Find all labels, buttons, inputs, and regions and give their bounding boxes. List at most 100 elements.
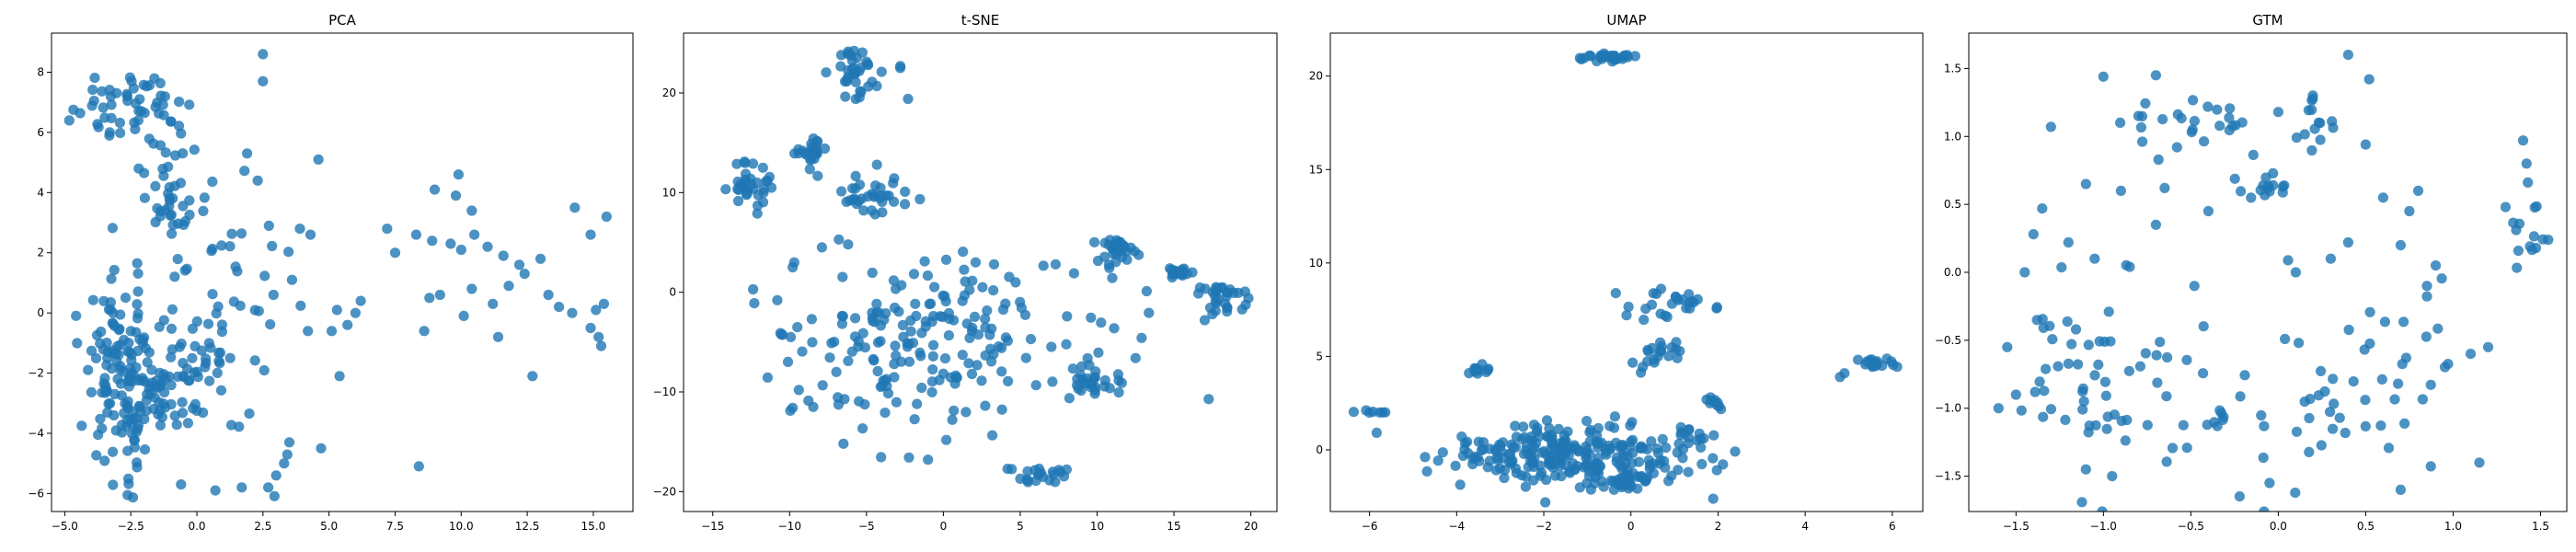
tsne-point [996, 342, 1007, 353]
gtm-point [2377, 192, 2388, 203]
tsne-point [924, 299, 935, 310]
tsne-point [1067, 363, 1078, 374]
umap-point [1622, 50, 1633, 61]
gtm-point [2443, 359, 2454, 370]
pca-axes-frame [51, 32, 634, 512]
umap-point [1610, 288, 1621, 299]
tsne-point [797, 346, 808, 357]
tsne-point [1082, 373, 1093, 384]
tsne-point [883, 190, 894, 201]
tsne-point [1046, 341, 1057, 352]
umap-x-tick-label: −4 [1448, 520, 1465, 533]
tsne-point [1072, 380, 1083, 391]
umap-point [1730, 446, 1741, 457]
tsne-point [745, 178, 757, 190]
pca-point [104, 127, 115, 138]
pca-point [112, 340, 123, 351]
umap-point [1677, 453, 1688, 464]
tsne-point [890, 340, 901, 351]
tsne-point [867, 189, 878, 200]
pca-point [200, 362, 211, 373]
tsne-point [817, 380, 828, 391]
pca-point [132, 299, 143, 310]
tsne-point [1116, 377, 1127, 388]
tsne-point [758, 184, 770, 195]
pca-point [199, 192, 210, 203]
gtm-point [2161, 391, 2172, 402]
gtm-point [2152, 377, 2163, 388]
tsne-point [732, 195, 744, 207]
pca-point [144, 347, 155, 358]
tsne-point [816, 242, 828, 253]
umap-point [1526, 435, 1537, 446]
gtm-point [2315, 134, 2326, 145]
tsne-point [857, 328, 868, 339]
pca-point [136, 106, 147, 117]
tsne-point [835, 61, 846, 72]
tsne-point [837, 311, 848, 322]
gtm-point [2161, 456, 2172, 467]
tsne-point [926, 386, 937, 397]
pca-point [316, 443, 327, 454]
tsne-point [866, 205, 878, 216]
pca-x-tick-label: 0.0 [188, 520, 205, 533]
gtm-point [2328, 423, 2339, 434]
pca-point [71, 310, 82, 321]
pca-point [108, 479, 119, 490]
umap-point [1484, 443, 1495, 454]
gtm-y-tick-label: 0.0 [1944, 266, 1961, 279]
pca-point [178, 201, 189, 212]
pca-point [593, 331, 604, 342]
gtm-point [2202, 205, 2214, 217]
pca-point [134, 94, 145, 105]
pca-point [167, 304, 178, 315]
umap-point [1892, 362, 1903, 373]
gtm-point [2089, 253, 2100, 264]
gtm-point [2189, 116, 2200, 127]
umap-point [1462, 436, 1473, 447]
umap-point [1672, 352, 1683, 363]
tsne-point [1136, 332, 1147, 343]
gtm-point [2181, 354, 2192, 365]
tsne-point [807, 337, 818, 348]
tsne-point [914, 193, 926, 205]
tsne-point [977, 282, 988, 293]
gtm-point [2227, 121, 2238, 132]
pca-point [87, 85, 98, 96]
tsne-point [929, 282, 940, 293]
gtm-point [2304, 446, 2315, 457]
gtm-x-tick-label: 1.5 [2532, 520, 2549, 533]
pca-point [482, 241, 493, 252]
umap-point [1595, 50, 1606, 61]
gtm-point [2151, 350, 2162, 361]
tsne-point [806, 314, 818, 325]
tsne-point [915, 351, 926, 362]
gtm-point [2268, 167, 2279, 178]
tsne-point [840, 91, 851, 102]
pca-point [178, 372, 190, 383]
pca-point [434, 289, 445, 301]
tsne-point [856, 86, 867, 98]
gtm-point [2328, 374, 2339, 385]
pca-point [99, 112, 110, 123]
tsne-point [960, 407, 972, 418]
tsne-point [863, 81, 874, 92]
gtm-point [2376, 374, 2387, 385]
gtm-point [2235, 391, 2246, 402]
gtm-point [2155, 337, 2166, 348]
gtm-point [2188, 95, 2199, 106]
pca-point [313, 154, 324, 165]
umap-point [1646, 436, 1657, 447]
gtm-point [2041, 363, 2052, 374]
pca-point [258, 49, 269, 60]
tsne-point [1047, 466, 1058, 477]
tsne-point [988, 259, 1000, 270]
gtm-point [2432, 323, 2444, 334]
tsne-point [856, 63, 867, 74]
pca-point [142, 357, 153, 368]
tsne-point [912, 398, 923, 409]
gtm-point [2137, 136, 2148, 147]
tsne-point [812, 170, 823, 181]
pca-point [158, 398, 169, 409]
gtm-point [2045, 404, 2056, 415]
